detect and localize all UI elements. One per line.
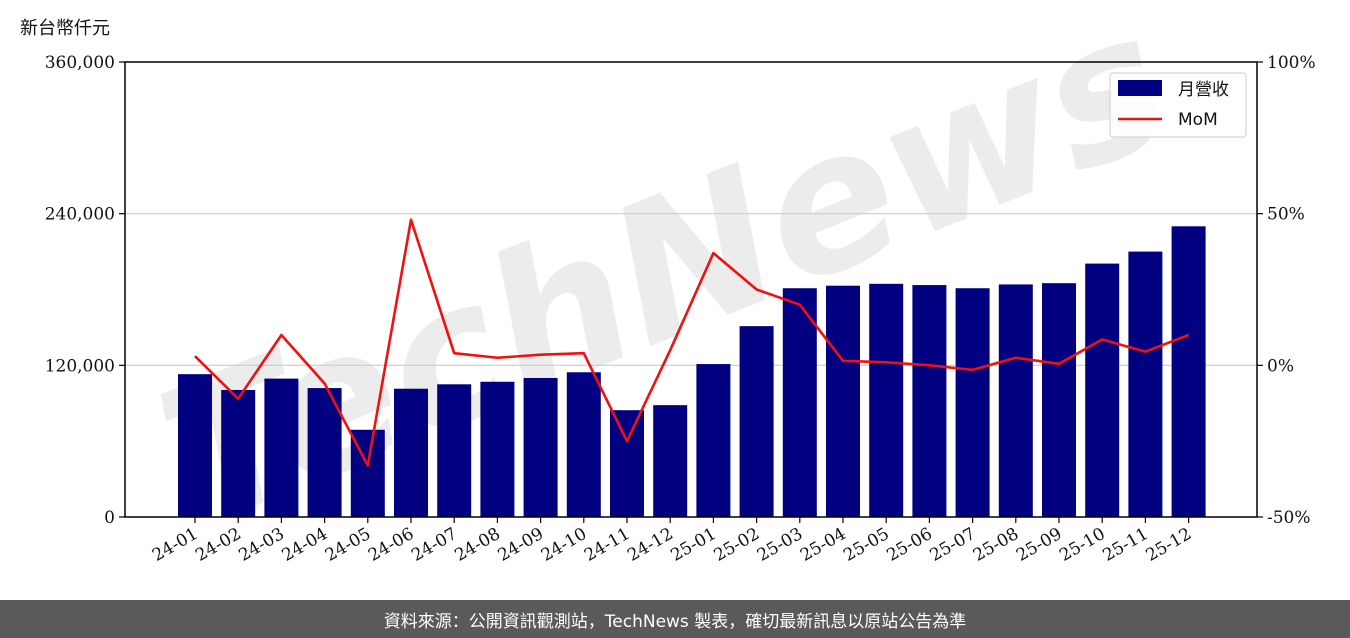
bar-series — [178, 226, 1206, 518]
bar-25-01 — [696, 364, 731, 517]
bar-25-05 — [869, 283, 904, 517]
x-tick-label: 25-11 — [1099, 524, 1151, 566]
bar-24-10 — [566, 372, 601, 517]
legend: 月營收 MoM — [1109, 72, 1247, 138]
line-series — [194, 218, 1190, 467]
x-tick-label: 24-06 — [365, 524, 417, 566]
bar-24-04 — [307, 388, 342, 517]
bar-24-11 — [610, 410, 644, 517]
source-footer: 資料來源：公開資訊觀測站，TechNews 製表，確切最新訊息以原站公告為準 — [0, 600, 1350, 638]
bar-24-02 — [221, 389, 256, 517]
bar-25-07 — [955, 288, 990, 517]
x-tick-label: 24-01 — [149, 524, 201, 566]
x-tick-label: 25-06 — [883, 524, 935, 566]
bar-25-08 — [998, 284, 1033, 517]
right-tick-label: 50% — [1267, 205, 1305, 225]
right-tick-label: -50% — [1267, 508, 1311, 528]
bar-24-07 — [437, 384, 472, 517]
left-tick-label: 120,000 — [45, 356, 115, 376]
bar-24-08 — [480, 381, 515, 517]
plot-frame — [124, 61, 1258, 518]
x-tick-label: 25-03 — [754, 524, 806, 566]
bar-25-10 — [1085, 263, 1120, 517]
bar-25-12 — [1171, 226, 1206, 518]
x-tick-label: 25-12 — [1143, 524, 1195, 566]
x-tick-label: 24-05 — [322, 524, 374, 566]
x-tick-label: 25-09 — [1013, 524, 1065, 566]
legend-bar-label: 月營收 — [1178, 80, 1229, 100]
mom-line — [194, 218, 1190, 467]
x-tick-label: 24-07 — [408, 524, 460, 566]
x-tick-label: 25-07 — [927, 524, 979, 566]
bar-25-06 — [912, 285, 947, 517]
bar-25-04 — [826, 285, 860, 517]
left-tick-label: 360,000 — [45, 53, 115, 73]
bar-24-12 — [653, 405, 688, 517]
bar-25-02 — [739, 326, 774, 517]
x-tick-label: 25-08 — [970, 524, 1022, 566]
x-tick-label: 24-08 — [451, 524, 503, 566]
right-tick-label: 0% — [1267, 356, 1294, 376]
bar-24-01 — [178, 374, 212, 517]
x-tick-label: 25-05 — [840, 524, 892, 566]
bar-24-03 — [264, 378, 299, 517]
bar-25-03 — [782, 288, 817, 517]
bar-25-11 — [1128, 251, 1163, 518]
x-tick-label: 25-01 — [667, 524, 719, 566]
bar-24-09 — [523, 377, 558, 517]
bar-25-09 — [1042, 283, 1076, 517]
bar-24-06 — [394, 388, 428, 517]
legend-bar-swatch — [1118, 80, 1162, 96]
left-tick-label: 240,000 — [45, 205, 115, 225]
x-tick-label: 25-10 — [1056, 524, 1108, 566]
x-tick-label: 25-04 — [797, 524, 849, 566]
right-tick-label: 100% — [1267, 53, 1316, 73]
y-axis-unit-label: 新台幣仟元 — [20, 18, 110, 39]
legend-line-label: MoM — [1178, 110, 1218, 130]
x-tick-label: 24-12 — [624, 524, 676, 566]
revenue-chart: TechNews 0120,000240,000360,000-50%0%50%… — [45, 0, 1316, 570]
left-tick-label: 0 — [104, 508, 115, 528]
x-tick-label: 24-11 — [581, 524, 633, 566]
x-tick-label: 24-09 — [495, 524, 547, 566]
x-tick-label: 24-10 — [538, 524, 590, 566]
x-tick-label: 25-02 — [711, 524, 763, 566]
